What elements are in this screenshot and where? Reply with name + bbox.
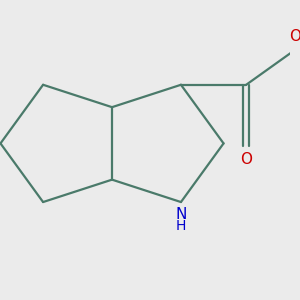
Text: O: O <box>289 29 300 44</box>
Text: N: N <box>175 207 187 222</box>
Text: O: O <box>240 152 252 167</box>
Text: H: H <box>176 219 186 233</box>
